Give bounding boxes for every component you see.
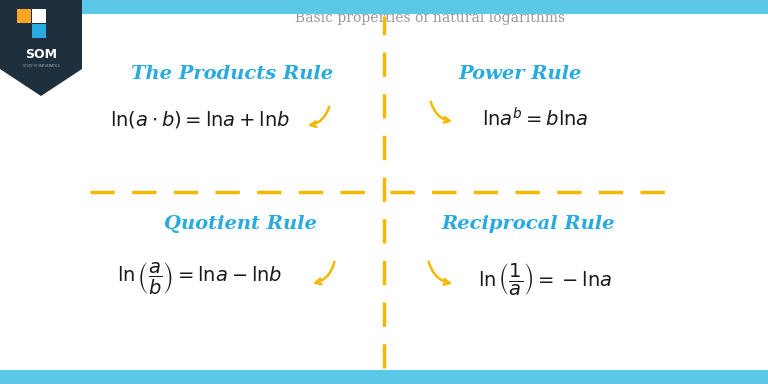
Text: Power Rule: Power Rule [458,65,581,83]
Bar [0,370,768,384]
Text: $\ln(a \cdot b) = \mathrm{ln}a + \mathrm{ln}b$: $\ln(a \cdot b) = \mathrm{ln}a + \mathrm… [110,109,290,129]
Text: $\mathrm{ln}a^{b} = b\mathrm{ln}a$: $\mathrm{ln}a^{b} = b\mathrm{ln}a$ [482,108,588,131]
Text: Quotient Rule: Quotient Rule [164,215,316,233]
Text: $\ln \left(\dfrac{1}{a}\right) = -\mathrm{ln}a$: $\ln \left(\dfrac{1}{a}\right) = -\mathr… [478,261,612,297]
FancyBboxPatch shape [32,24,46,38]
FancyBboxPatch shape [17,9,31,23]
Bar [0,0,768,14]
Text: $\ln \left(\dfrac{a}{b}\right) = \mathrm{ln}a - \mathrm{ln}b$: $\ln \left(\dfrac{a}{b}\right) = \mathrm… [118,261,283,297]
Text: Basic properties of natural logarithms: Basic properties of natural logarithms [295,11,565,25]
FancyBboxPatch shape [17,24,31,38]
Text: SOM: SOM [25,48,57,61]
Text: The Products Rule: The Products Rule [131,65,333,83]
Polygon shape [0,0,82,96]
Text: Reciprocal Rule: Reciprocal Rule [442,215,614,233]
Text: STUDY OF MATHEMATICS: STUDY OF MATHEMATICS [23,64,59,68]
FancyBboxPatch shape [32,9,46,23]
